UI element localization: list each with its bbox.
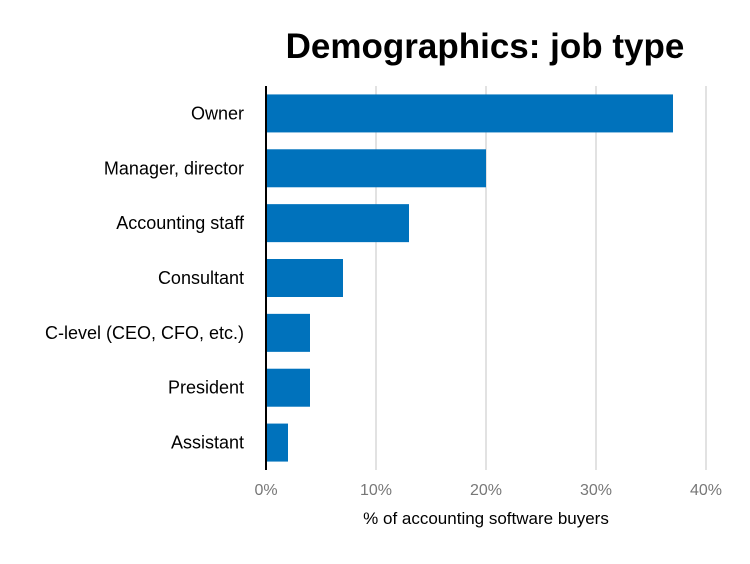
bar <box>266 149 486 188</box>
bar <box>266 423 288 462</box>
category-label: Assistant <box>171 433 244 453</box>
category-label: Consultant <box>158 268 244 288</box>
x-tick-label: 0% <box>254 482 277 499</box>
bar <box>266 204 409 243</box>
x-tick-label: 40% <box>690 482 722 499</box>
bar <box>266 259 343 297</box>
bar <box>266 313 310 352</box>
category-label: Accounting staff <box>116 213 245 233</box>
category-label: Manager, director <box>104 158 244 178</box>
chart-title: Demographics: job type <box>286 27 685 66</box>
category-label: President <box>168 378 244 398</box>
x-tick-label: 10% <box>360 482 392 499</box>
x-axis-label: % of accounting software buyers <box>363 509 609 528</box>
category-label: C-level (CEO, CFO, etc.) <box>45 323 244 343</box>
bar <box>266 94 673 133</box>
x-tick-label: 20% <box>470 482 502 499</box>
x-tick-label: 30% <box>580 482 612 499</box>
category-label: Owner <box>191 103 244 123</box>
bar <box>266 368 310 407</box>
